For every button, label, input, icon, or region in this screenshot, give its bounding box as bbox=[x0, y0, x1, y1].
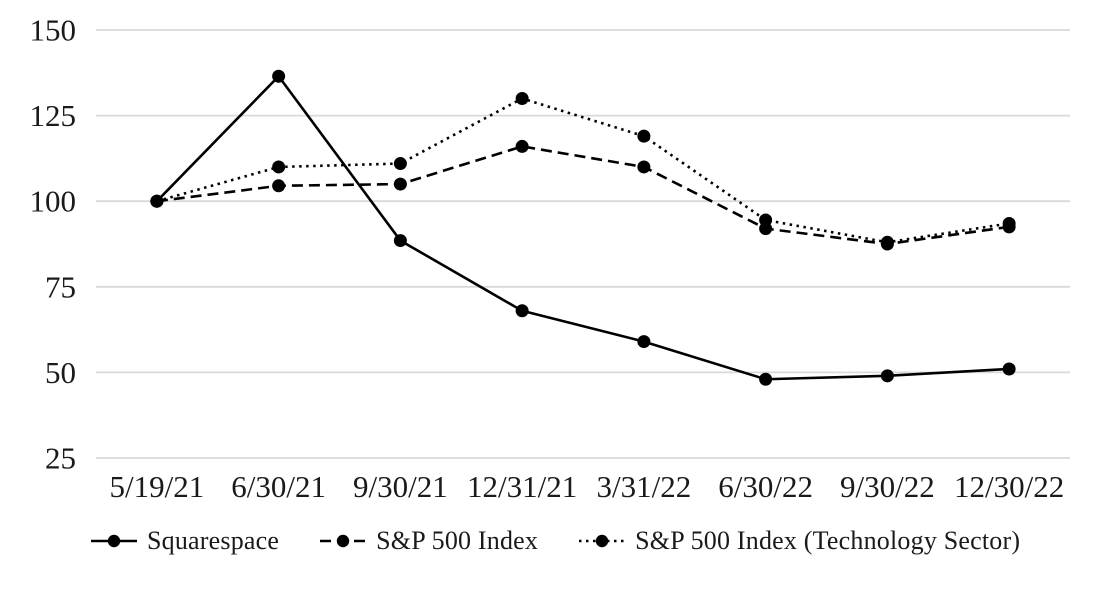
data-point-marker-s-p-500-index bbox=[880, 237, 894, 251]
series-line-s-p-500-index-technology-sector bbox=[156, 97, 1010, 244]
x-axis-tick-label: 12/30/22 bbox=[954, 469, 1064, 504]
data-point-marker-squarespace bbox=[759, 372, 773, 386]
x-axis-tick-label: 9/30/22 bbox=[840, 469, 935, 504]
y-axis-tick-label: 100 bbox=[30, 184, 77, 219]
data-point-marker-s-p-500-index-technology-sector bbox=[272, 160, 286, 174]
legend-marker-dashed-icon bbox=[320, 534, 367, 548]
data-point-marker-s-p-500-index bbox=[1002, 220, 1016, 234]
data-point-marker-s-p-500-index-technology-sector bbox=[515, 91, 529, 105]
data-point-marker-squarespace bbox=[150, 194, 164, 208]
data-point-marker-s-p-500-index bbox=[515, 139, 529, 153]
y-axis-tick-label: 75 bbox=[45, 269, 76, 304]
data-point-marker-squarespace bbox=[272, 69, 286, 83]
y-axis-tick-label: 150 bbox=[30, 13, 77, 48]
legend-marker-dot bbox=[336, 534, 350, 548]
legend-label: S&P 500 Index (Technology Sector) bbox=[635, 526, 1021, 555]
data-point-marker-s-p-500-index bbox=[637, 160, 651, 174]
legend-marker-dot bbox=[107, 534, 121, 548]
y-axis-tick-label: 50 bbox=[45, 355, 76, 390]
data-point-marker-squarespace bbox=[393, 234, 407, 248]
x-axis-tick-label: 6/30/22 bbox=[718, 469, 813, 504]
chart-legend: Squarespace S&P 500 Index S&P 500 Index (T… bbox=[90, 526, 1020, 556]
data-point-marker-squarespace bbox=[515, 304, 529, 318]
legend-label: Squarespace bbox=[147, 526, 280, 555]
legend-label: S&P 500 Index bbox=[376, 526, 539, 555]
x-axis-tick-label: 12/31/21 bbox=[467, 469, 577, 504]
x-axis-tick-label: 6/30/21 bbox=[231, 469, 326, 504]
data-point-marker-s-p-500-index bbox=[393, 177, 407, 191]
data-point-marker-squarespace bbox=[1002, 362, 1016, 376]
data-point-marker-s-p-500-index bbox=[759, 222, 773, 236]
legend-marker-dot bbox=[595, 534, 609, 548]
series-line-squarespace bbox=[155, 74, 1010, 381]
x-axis-tick-label: 5/19/21 bbox=[110, 469, 205, 504]
x-axis-tick-label: 9/30/21 bbox=[353, 469, 448, 504]
data-point-marker-squarespace bbox=[880, 369, 894, 383]
chart-plot-area: 150 125 100 75 50 25 5/19/21 6/30/21 9/30/21 12/3… bbox=[30, 13, 1070, 504]
legend-marker-solid-icon bbox=[91, 534, 137, 548]
x-axis-tick-label: 3/31/22 bbox=[597, 469, 692, 504]
y-axis-tick-label: 25 bbox=[45, 441, 76, 476]
legend-marker-dotted-icon bbox=[579, 534, 626, 548]
legend-item-squarespace: Squarespace bbox=[90, 526, 279, 556]
series-line-s-p-500-index bbox=[156, 145, 1010, 246]
data-point-marker-squarespace bbox=[637, 335, 651, 349]
legend-item-s-p-500-index: S&P 500 Index bbox=[319, 526, 538, 556]
legend-item-s-p-500-index-technology-sector: S&P 500 Index (Technology Sector) bbox=[578, 526, 1020, 556]
data-point-marker-s-p-500-index-technology-sector bbox=[393, 157, 407, 171]
y-axis-tick-label: 125 bbox=[30, 98, 77, 133]
data-point-marker-s-p-500-index bbox=[272, 179, 286, 193]
data-point-marker-s-p-500-index-technology-sector bbox=[637, 129, 651, 143]
